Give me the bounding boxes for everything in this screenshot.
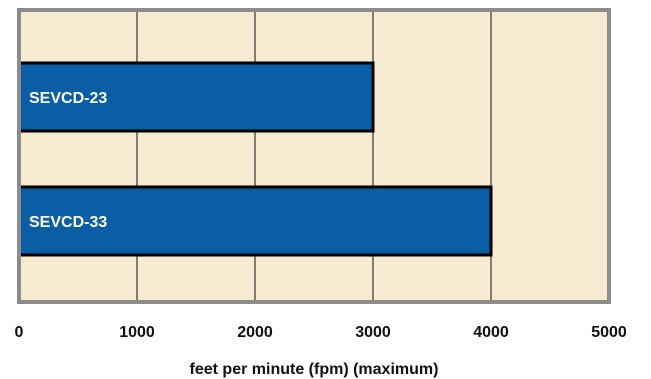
bar-sevcd-23 xyxy=(17,61,375,133)
plot-area xyxy=(19,10,609,302)
x-tick-label-4000: 4000 xyxy=(473,324,509,341)
x-tick-label-0: 0 xyxy=(15,324,24,341)
bar-label-sevcd-33: SEVCD-33 xyxy=(29,214,107,231)
x-tick-label-3000: 3000 xyxy=(355,324,391,341)
x-axis-label: feet per minute (fpm) (maximum) xyxy=(190,361,439,378)
x-tick-label-1000: 1000 xyxy=(119,324,155,341)
bar-sevcd-33 xyxy=(17,185,493,257)
bar-label-sevcd-23: SEVCD-23 xyxy=(29,90,107,107)
x-axis-ticks: 0 1000 2000 3000 4000 5000 xyxy=(15,324,627,341)
plot-border xyxy=(17,8,611,304)
x-tick-label-2000: 2000 xyxy=(237,324,273,341)
x-tick-label-5000: 5000 xyxy=(591,324,627,341)
bars: SEVCD-23 SEVCD-33 xyxy=(17,61,493,257)
